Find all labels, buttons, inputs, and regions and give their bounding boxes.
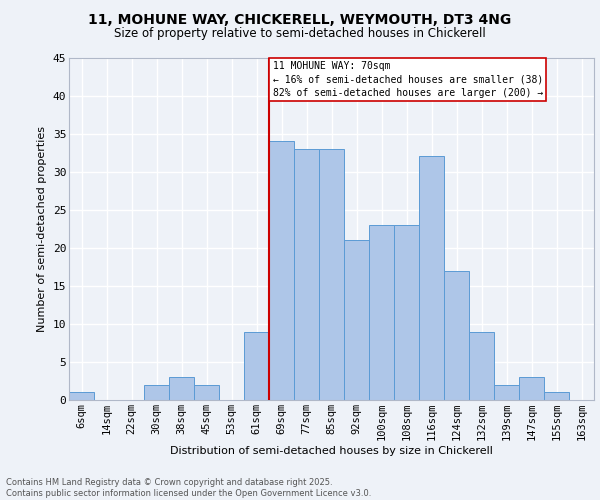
Bar	[369, 225, 394, 400]
Bar	[344, 240, 369, 400]
Bar	[494, 385, 519, 400]
Bar	[519, 377, 544, 400]
Bar	[419, 156, 444, 400]
Text: 11, MOHUNE WAY, CHICKERELL, WEYMOUTH, DT3 4NG: 11, MOHUNE WAY, CHICKERELL, WEYMOUTH, DT…	[88, 12, 512, 26]
Bar	[169, 377, 194, 400]
Y-axis label: Number of semi-detached properties: Number of semi-detached properties	[37, 126, 47, 332]
Bar	[144, 385, 169, 400]
Bar	[319, 149, 344, 400]
Bar	[244, 332, 269, 400]
Bar	[444, 270, 469, 400]
Bar	[194, 385, 219, 400]
Text: Contains HM Land Registry data © Crown copyright and database right 2025.
Contai: Contains HM Land Registry data © Crown c…	[6, 478, 371, 498]
Text: Size of property relative to semi-detached houses in Chickerell: Size of property relative to semi-detach…	[114, 28, 486, 40]
Bar	[294, 149, 319, 400]
X-axis label: Distribution of semi-detached houses by size in Chickerell: Distribution of semi-detached houses by …	[170, 446, 493, 456]
Bar	[69, 392, 94, 400]
Bar	[469, 332, 494, 400]
Bar	[269, 141, 294, 400]
Text: 11 MOHUNE WAY: 70sqm
← 16% of semi-detached houses are smaller (38)
82% of semi-: 11 MOHUNE WAY: 70sqm ← 16% of semi-detac…	[273, 62, 543, 98]
Bar	[394, 225, 419, 400]
Bar	[544, 392, 569, 400]
